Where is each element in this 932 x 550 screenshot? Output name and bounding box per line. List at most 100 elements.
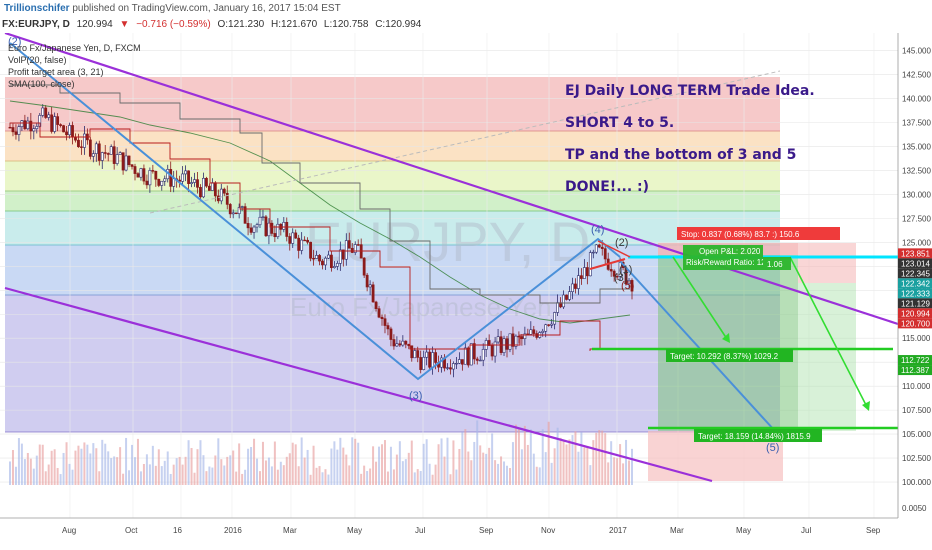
candle-body [398, 343, 402, 346]
candle-body [315, 255, 318, 259]
volume-bar [211, 467, 214, 485]
risk-reward-extra: 1.06 [767, 260, 783, 269]
volume-bar [470, 460, 473, 485]
open-pl-label: Open P&L: 2.020 [699, 247, 761, 256]
volume-bar [205, 471, 208, 485]
price-chart[interactable]: EURJPY, D Euro Fx/Japanese Yen [0, 33, 932, 550]
volume-bar [416, 469, 419, 485]
candle-body [14, 131, 18, 135]
wave-label-5-target: (5) [766, 442, 779, 454]
candle-body [594, 244, 598, 253]
y-tick-label: 130.000 [902, 190, 931, 199]
volume-bar [431, 474, 434, 485]
author-name[interactable]: Trillionschifer [4, 3, 70, 14]
candle-body [493, 341, 497, 357]
volume-bar [193, 472, 196, 485]
x-tick-label: 2016 [224, 526, 242, 535]
candle-body [386, 325, 390, 330]
volume-bar [488, 447, 491, 485]
volume-bar [318, 466, 321, 485]
candle-body [255, 224, 259, 228]
candle-body [422, 356, 426, 370]
target-lines[interactable] [592, 256, 898, 430]
volume-bar [77, 445, 80, 485]
legend-line-3: SMA(100, close) [8, 79, 75, 89]
candle-body [380, 316, 384, 320]
candle-body [243, 206, 247, 224]
volume-bar [142, 463, 145, 485]
volume-bar [383, 440, 386, 485]
volume-axis-label: 0.0050 [902, 504, 927, 513]
candle-body [341, 249, 345, 260]
stop-label: Stop: 0.837 (0.68%) 83.7 :) 150.6 [681, 230, 800, 239]
symbol-name[interactable]: FX:EURJPY, D [2, 19, 70, 30]
volume-bar [577, 451, 580, 485]
candle-body [20, 120, 24, 127]
volume-bar [11, 450, 14, 485]
volume-bar [583, 447, 586, 485]
candle-body [577, 275, 580, 289]
volume-bar [119, 447, 122, 485]
target2-tag[interactable]: Target: 18.159 (14.84%) 1815.9 [694, 429, 822, 442]
stop-tag[interactable]: Stop: 0.837 (0.68%) 83.7 :) 150.6 [677, 227, 840, 240]
volume-bar [526, 444, 529, 485]
volume-bar [116, 457, 119, 485]
price-axis[interactable]: 145.000 142.500 140.000 137.500 135.000 132.5… [902, 47, 931, 513]
fib-zones [5, 77, 780, 433]
volume-bar [53, 449, 56, 485]
low-price: L:120.758 [323, 19, 369, 30]
position-info[interactable]: Open P&L: 2.020 Risk/Reward Ratio: 12.3 … [683, 245, 791, 270]
volume-bar [428, 463, 431, 485]
candle-body [571, 283, 574, 292]
candle-body [267, 222, 271, 237]
x-tick-label: Mar [670, 526, 684, 535]
candle-body [148, 170, 152, 186]
candle-body [142, 168, 146, 182]
volume-bar [330, 448, 333, 485]
candle-body [121, 152, 125, 171]
volume-bar [267, 457, 270, 485]
candle-body [520, 336, 524, 340]
candle-body [213, 182, 217, 197]
target1-tag[interactable]: Target: 10.292 (8.37%) 1029.2 [666, 349, 793, 362]
volume-bar [101, 439, 104, 485]
candle-body [416, 350, 420, 358]
indicator-lines [9, 84, 631, 351]
volume-bar [407, 452, 410, 485]
x-tick-label: May [347, 526, 362, 535]
wave-lines[interactable] [9, 42, 776, 432]
volume-bar [145, 454, 148, 485]
candle-body [35, 126, 39, 129]
candle-body [460, 359, 464, 365]
y-tick-label: 132.500 [902, 166, 931, 175]
volume-bar [136, 438, 139, 485]
volume-bar [273, 441, 276, 485]
price-tag-bg [898, 365, 932, 376]
volume-bar [321, 472, 324, 485]
candle-body [160, 180, 164, 186]
candle-body [169, 169, 173, 187]
candle-body [50, 114, 54, 132]
volume-bar [92, 443, 95, 485]
purple-channel[interactable] [4, 33, 899, 483]
candle-body [535, 333, 539, 338]
time-axis[interactable]: Aug Oct 16 2016 Mar May Jul Sep Nov 2017 Mar May Jul… [62, 526, 881, 535]
candle-body [330, 254, 333, 269]
candle-body [53, 116, 57, 132]
volume-bar [107, 451, 110, 485]
x-tick-label: Sep [479, 526, 494, 535]
volume-bar [258, 471, 261, 485]
volume-bar [20, 443, 23, 485]
candle-body [452, 363, 455, 370]
high-price: H:121.670 [270, 19, 318, 30]
candle-body [193, 179, 196, 183]
candle-body [139, 168, 143, 178]
candle-body [219, 188, 223, 202]
volume-bar [389, 446, 392, 485]
price-tags: 123.851123.014122.345122.342122.333121.1… [898, 248, 932, 376]
volume-bar [485, 453, 488, 485]
candle-body [261, 216, 265, 218]
volume-bar [282, 465, 285, 485]
volume-bar [261, 441, 264, 485]
candle-body [26, 120, 30, 130]
